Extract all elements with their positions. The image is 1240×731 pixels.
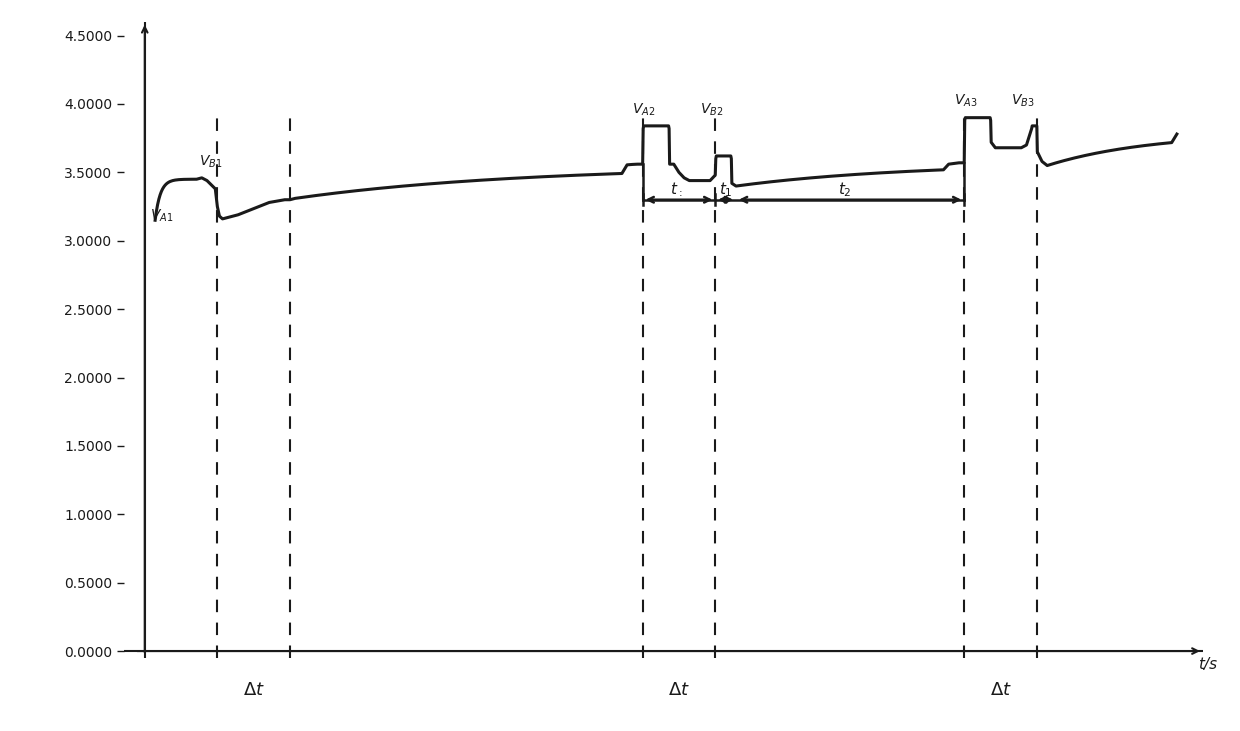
Text: $t_:$: $t_:$ — [670, 181, 682, 199]
Text: t/s: t/s — [1198, 657, 1216, 673]
Text: $t_1$: $t_1$ — [719, 181, 733, 199]
Text: $t_2$: $t_2$ — [838, 181, 852, 199]
Text: $\Delta t$: $\Delta t$ — [243, 681, 264, 699]
Text: $V_{B1}$: $V_{B1}$ — [198, 154, 222, 170]
Text: $\Delta t$: $\Delta t$ — [668, 681, 689, 699]
Text: $V_{A3}$: $V_{A3}$ — [954, 93, 977, 110]
Text: $V_{A2}$: $V_{A2}$ — [632, 102, 656, 118]
Text: $V_{B3}$: $V_{B3}$ — [1011, 93, 1034, 110]
Text: $\Delta t$: $\Delta t$ — [990, 681, 1012, 699]
Text: $V_{B2}$: $V_{B2}$ — [699, 102, 723, 118]
Text: $V_{A1}$: $V_{A1}$ — [150, 208, 174, 224]
